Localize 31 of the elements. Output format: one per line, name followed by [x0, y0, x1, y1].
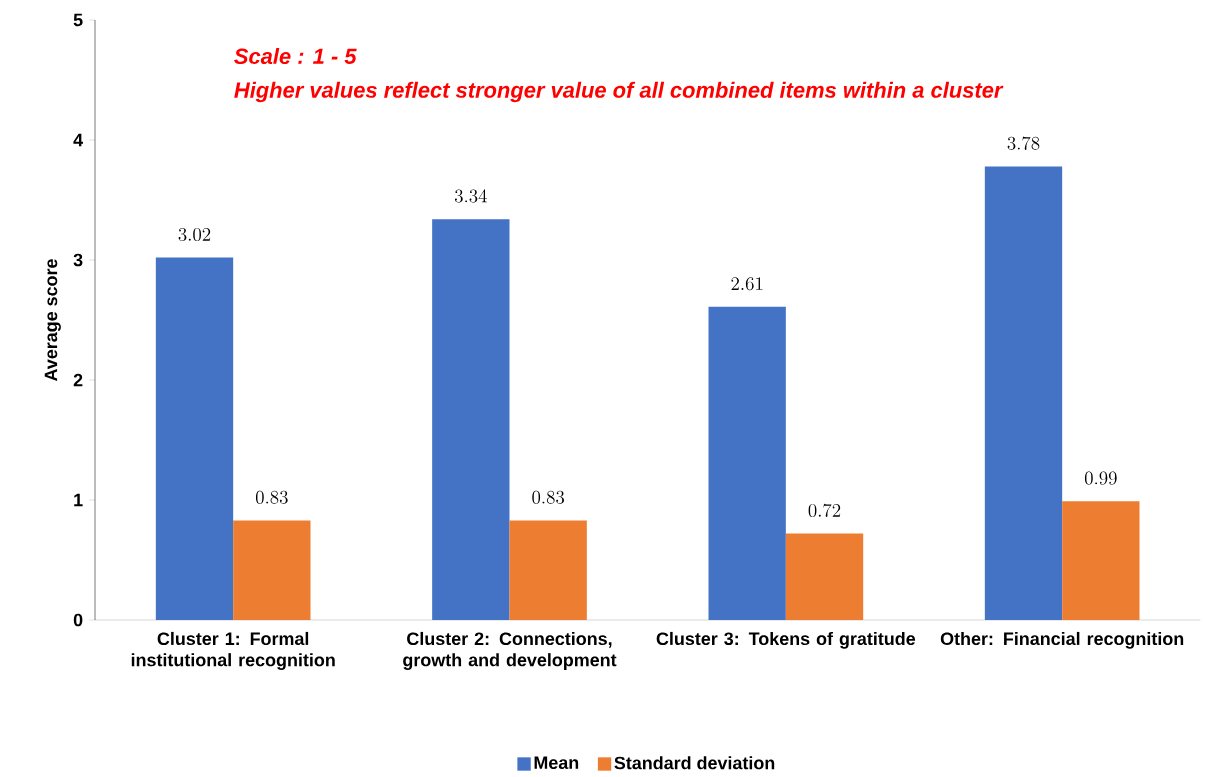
annotation: Higher values reflect stronger value of all combined items within a cluster — [234, 81, 1004, 103]
y-tick-label: 1 — [74, 493, 83, 507]
x-tick-label: Cluster 3: Tokens of gratitude — [656, 631, 916, 649]
data-label: 0.83 — [255, 490, 288, 504]
bar — [785, 533, 864, 620]
legend-label: Standard deviation — [614, 756, 775, 770]
x-tick-label: Other: Financial recognition — [940, 631, 1184, 649]
data-label: 2.61 — [731, 277, 763, 291]
legend-label: Mean — [534, 756, 579, 769]
x-tick-label: Cluster 1: Formal institutional recognition — [131, 631, 335, 670]
data-label: 0.83 — [532, 490, 565, 504]
y-tick-label: 4 — [73, 133, 83, 147]
y-tick-label: 5 — [73, 13, 83, 27]
bar — [984, 166, 1063, 620]
bar — [708, 306, 786, 620]
data-label: 0.99 — [1084, 471, 1117, 485]
bar — [509, 520, 587, 620]
y-tick-label: 0 — [73, 613, 83, 627]
data-label: 3.34 — [454, 189, 487, 203]
bar — [233, 520, 311, 620]
y-tick-label: 3 — [73, 253, 83, 267]
data-label: 3.02 — [178, 227, 211, 242]
data-label: 3.78 — [1007, 136, 1040, 150]
data-label: 0.72 — [808, 503, 841, 518]
bar — [155, 257, 234, 620]
bar — [432, 219, 510, 620]
bar — [1062, 501, 1140, 620]
annotation: Scale : 1 - 5 — [234, 47, 357, 65]
y-axis-title: Average score — [44, 259, 61, 382]
x-tick-label: Cluster 2: Connections, growth and development — [403, 631, 617, 670]
y-tick-label: 2 — [73, 373, 83, 387]
